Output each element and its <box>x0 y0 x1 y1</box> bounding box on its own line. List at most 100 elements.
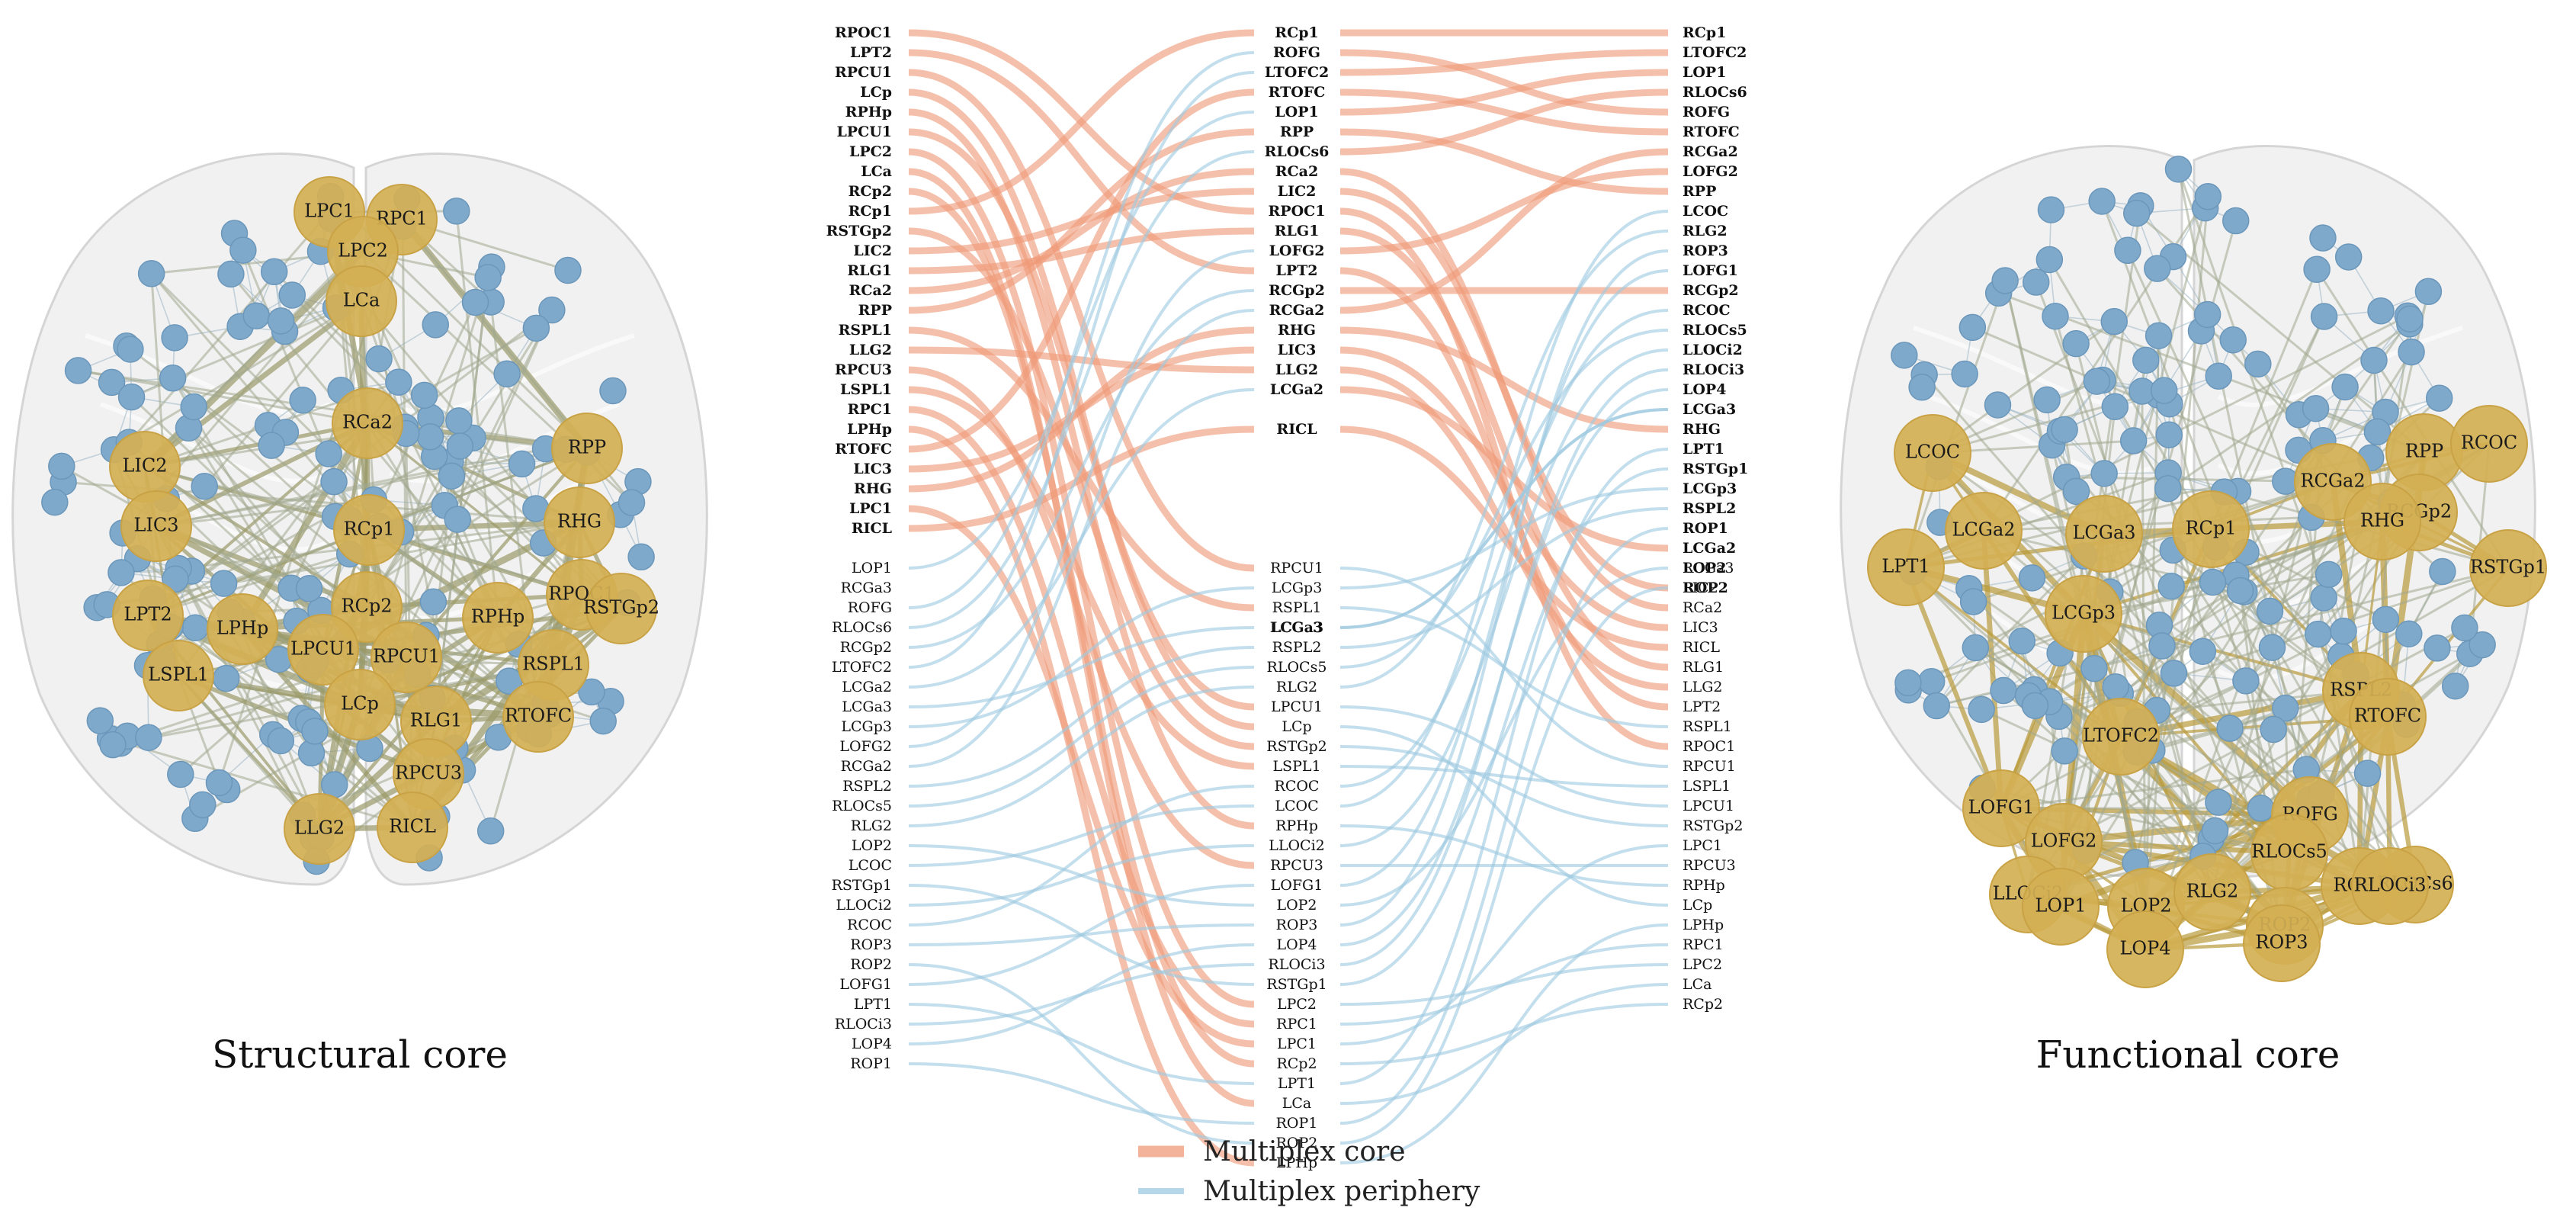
flow-rhg-r <box>1339 326 1669 433</box>
structural-periphery-node <box>107 559 135 586</box>
functional-periphery-node <box>2353 760 2382 787</box>
functional-periphery-node <box>2216 715 2244 742</box>
flow-lpcu1-l <box>908 128 1255 711</box>
flow-rofg-r <box>1339 49 1669 116</box>
structural-edge <box>455 210 499 618</box>
right-label-rofg: ROFG <box>1683 104 1730 120</box>
flow-rop2-r <box>1339 586 1669 1145</box>
structural-core-node-rphp <box>462 582 534 654</box>
left-label-lofg2: LOFG2 <box>839 738 892 755</box>
functional-periphery-node <box>1908 374 1936 401</box>
left-label-rphp: RPHp <box>845 104 892 120</box>
functional-periphery-node <box>2429 557 2456 586</box>
functional-periphery-node <box>2150 377 2178 404</box>
right-label-lic3: LIC3 <box>1683 619 1718 636</box>
middle-label-rcga2: RCGa2 <box>1269 302 1325 319</box>
right-label-rop2: ROP2 <box>1683 580 1728 596</box>
functional-periphery-node <box>2256 597 2284 625</box>
structural-edge <box>147 309 553 617</box>
functional-periphery-node <box>2305 620 2332 648</box>
functional-core-node-lop4 <box>2106 910 2184 988</box>
left-label-lcga3: LCGa3 <box>842 698 892 715</box>
middle-label-lofg2: LOFG2 <box>1269 242 1325 259</box>
middle-label-rca2: RCa2 <box>1275 163 1318 180</box>
flow-rop1-r <box>1339 527 1669 1125</box>
right-label-rpoc1: RPOC1 <box>1683 738 1735 755</box>
functional-periphery-node <box>1990 676 2017 705</box>
structural-core-label-rtofc: RTOFC <box>505 705 572 727</box>
structural-periphery-node <box>295 575 323 602</box>
structural-core-node-lpt2 <box>112 580 184 651</box>
structural-core-node-rhg <box>544 487 615 558</box>
left-label-rop3: ROP3 <box>850 936 892 953</box>
structural-periphery-node <box>445 407 473 435</box>
functional-periphery-node <box>1917 668 1946 695</box>
left-label-lop4: LOP4 <box>852 1036 892 1052</box>
left-label-llg2: LLG2 <box>849 342 892 358</box>
left-label-lpcu1: LPCU1 <box>836 124 892 140</box>
structural-periphery-node <box>446 432 474 460</box>
functional-periphery-node <box>2199 568 2227 596</box>
structural-core-node-rpp <box>551 413 623 484</box>
structural-core-node-rtofc <box>502 681 574 753</box>
structural-core-label-ricl: RICL <box>389 816 436 837</box>
middle-label-rtofc: RTOFC <box>1269 84 1326 101</box>
structural-periphery-node <box>162 565 189 593</box>
left-label-rop1: ROP1 <box>850 1055 892 1072</box>
flow-lofg1-r <box>1339 269 1669 887</box>
functional-periphery-node <box>2424 634 2451 662</box>
functional-core-edge <box>1904 566 2003 810</box>
structural-periphery-node <box>419 588 448 616</box>
structural-periphery-node <box>229 236 257 264</box>
functional-periphery-node <box>2132 346 2160 374</box>
functional-periphery-node <box>2310 303 2338 330</box>
functional-periphery-node <box>2193 300 2222 329</box>
flow-rcgp2-l <box>908 289 1255 649</box>
left-label-rca2: RCa2 <box>849 282 892 299</box>
flow-rlocs6-l <box>908 150 1255 629</box>
structural-core-edge <box>144 421 368 469</box>
middle-label-rlocs6: RLOCs6 <box>1265 143 1330 160</box>
structural-core-label-lphp: LPHp <box>217 618 268 639</box>
middle-label-llg2: LLG2 <box>1275 361 1318 378</box>
structural-periphery-node <box>522 314 550 342</box>
structural-core-title: Structural core <box>212 1032 508 1077</box>
right-label-rpp: RPP <box>1683 183 1716 200</box>
structural-periphery-node <box>599 377 627 405</box>
structural-periphery-node <box>181 614 210 641</box>
left-label-rstgp2: RSTGp2 <box>826 223 892 239</box>
flow-rphp-r <box>1339 824 1669 887</box>
left-label-ltofc2: LTOFC2 <box>832 659 892 676</box>
left-label-rhg: RHG <box>854 480 892 497</box>
left-label-rcga2: RCGa2 <box>841 758 892 775</box>
functional-periphery-node <box>2123 199 2151 227</box>
middle-label-rpp: RPP <box>1280 124 1314 140</box>
flow-rtofc-l <box>908 88 1255 453</box>
middle-label-rhg: RHG <box>1278 322 1316 339</box>
structural-periphery-node <box>554 256 582 284</box>
middle-label-rpcu1: RPCU1 <box>1270 560 1323 576</box>
middle-label-lpt1: LPT1 <box>1278 1075 1316 1092</box>
functional-periphery-node <box>2037 196 2065 223</box>
functional-periphery-node <box>2088 188 2116 215</box>
structural-core-node-rcp2 <box>331 571 403 643</box>
middle-label-rop2: ROP2 <box>1276 1135 1318 1151</box>
functional-periphery-node <box>2396 305 2424 333</box>
functional-core-node-lcoc <box>1894 414 1971 492</box>
right-label-rlg2: RLG2 <box>1683 223 1727 239</box>
structural-periphery-node <box>260 258 288 286</box>
structural-periphery-node <box>86 707 114 734</box>
middle-label-rpcu3: RPCU3 <box>1270 857 1323 874</box>
functional-core-node-lofg1 <box>1962 769 2040 847</box>
functional-edge <box>2168 403 2291 853</box>
right-label-lcp: LCp <box>1683 897 1712 914</box>
flow-lpcu1-r <box>1339 705 1669 808</box>
flow-lpc1-r <box>1339 844 1669 1045</box>
structural-core-label-rspl1: RSPL1 <box>522 654 585 675</box>
left-label-lpc1: LPC1 <box>849 500 892 517</box>
structural-core-label-lpcu1: LPCU1 <box>290 638 356 660</box>
middle-label-lpc1: LPC1 <box>1277 1036 1317 1052</box>
functional-core-label-lpt1: LPT1 <box>1881 556 1930 577</box>
structural-core-label-rpcu3: RPCU3 <box>395 763 462 784</box>
functional-periphery-node <box>2114 236 2141 265</box>
